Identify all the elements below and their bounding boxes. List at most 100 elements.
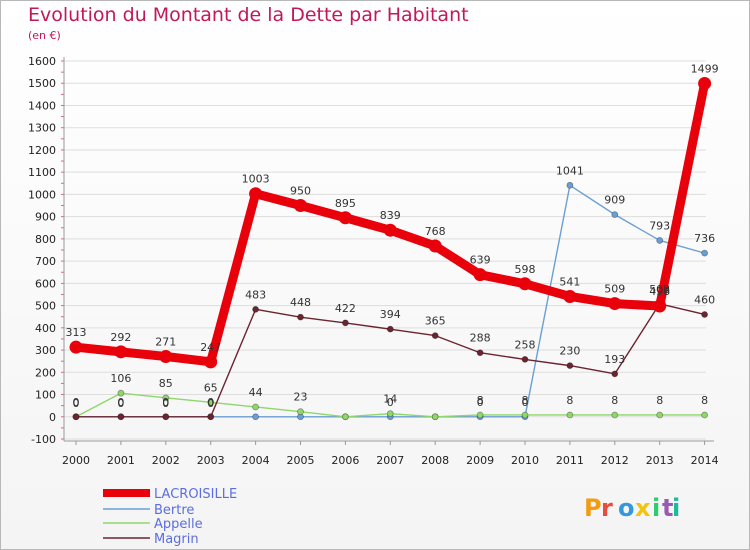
legend-label-magrin: Magrin: [154, 532, 199, 547]
data-label-appelle: 14: [383, 393, 397, 406]
data-point-lacroisille: [698, 76, 712, 90]
y-tick-label: 1200: [28, 144, 56, 157]
x-tick-label: 2013: [646, 454, 674, 467]
data-label-lacroisille: 950: [290, 185, 311, 198]
x-tick-label: 2005: [287, 454, 315, 467]
data-label-lacroisille: 498: [649, 285, 670, 298]
y-tick-label: 0: [49, 411, 56, 424]
y-tick-label: 300: [35, 344, 56, 357]
data-label-lacroisille: 598: [515, 263, 536, 276]
data-point-magrin: [297, 313, 304, 321]
data-label-bertre: 1041: [556, 164, 584, 177]
data-point-magrin: [162, 413, 170, 421]
x-tick-label: 2011: [556, 454, 584, 467]
data-label-appelle: 8: [477, 394, 484, 407]
data-point-magrin: [476, 349, 484, 357]
data-point-lacroisille: [608, 297, 622, 311]
data-label-magrin: 422: [335, 302, 356, 315]
data-point-lacroisille: [653, 299, 667, 313]
data-point-appelle: [297, 408, 304, 416]
data-point-magrin: [386, 325, 394, 333]
y-tick-label: 900: [35, 211, 56, 224]
data-point-lacroisille: [204, 355, 218, 369]
x-tick-label: 2014: [691, 454, 719, 467]
data-point-appelle: [252, 403, 260, 411]
data-label-appelle: 8: [611, 394, 618, 407]
x-tick-label: 2000: [62, 454, 90, 467]
data-point-appelle: [431, 413, 439, 421]
data-label-appelle: 8: [656, 394, 663, 407]
data-point-bertre: [611, 211, 619, 219]
y-tick-label: 1300: [28, 122, 56, 135]
data-point-appelle: [207, 398, 215, 406]
data-point-bertre: [252, 413, 260, 421]
x-tick-label: 2008: [421, 454, 449, 467]
data-label-lacroisille: 895: [335, 197, 356, 210]
data-label-lacroisille: 541: [559, 275, 580, 288]
data-label-appelle: 44: [249, 386, 263, 399]
y-tick-label: 1400: [28, 99, 56, 112]
data-point-lacroisille: [518, 277, 532, 291]
x-tick-label: 2004: [242, 454, 270, 467]
logo-letter: r: [601, 494, 613, 522]
data-point-magrin: [701, 311, 708, 318]
x-tick-label: 2001: [107, 454, 135, 467]
data-point-bertre: [701, 249, 708, 257]
y-tick-label: 600: [35, 277, 56, 290]
data-label-appelle: 8: [701, 394, 708, 407]
data-label-magrin: 460: [694, 293, 715, 306]
data-point-magrin: [117, 413, 125, 421]
data-label-magrin: 193: [604, 353, 625, 366]
data-point-magrin: [252, 305, 260, 313]
y-tick-label: 700: [35, 255, 56, 268]
data-label-lacroisille: 839: [380, 209, 401, 222]
y-tick-label: 1600: [28, 55, 56, 68]
y-tick-label: 400: [35, 322, 56, 335]
logo-letter: i: [652, 494, 660, 522]
data-label-appelle: 8: [566, 394, 573, 407]
data-label-lacroisille: 768: [425, 225, 446, 238]
data-point-appelle: [117, 389, 125, 397]
chart-title: Evolution du Montant de la Dette par Hab…: [28, 4, 469, 26]
data-label-lacroisille: 639: [470, 254, 491, 267]
data-label-appelle: 8: [522, 394, 529, 407]
chart-unit: (en €): [28, 29, 61, 42]
data-label-magrin: 0: [117, 397, 124, 410]
data-point-lacroisille: [473, 268, 487, 282]
logo-letter: P: [584, 494, 602, 522]
data-label-bertre: 0: [207, 396, 214, 409]
data-point-bertre: [656, 237, 664, 244]
data-point-appelle: [341, 413, 349, 421]
y-tick-label: 800: [35, 233, 56, 246]
logo-letter: i: [672, 494, 680, 522]
data-point-lacroisille: [294, 199, 307, 213]
y-tick-label: 200: [35, 366, 56, 379]
data-point-lacroisille: [69, 340, 83, 354]
data-label-magrin: 483: [245, 288, 266, 301]
data-label-bertre: 0: [73, 396, 80, 409]
x-tick-label: 2003: [197, 454, 225, 467]
y-tick-label: 1500: [28, 77, 56, 90]
data-point-appelle: [611, 411, 619, 419]
data-point-magrin: [521, 355, 529, 363]
data-point-lacroisille: [428, 239, 442, 253]
data-point-magrin: [207, 413, 215, 421]
data-point-lacroisille: [338, 211, 352, 225]
data-label-bertre: 909: [604, 194, 625, 207]
y-tick-label: -100: [31, 433, 56, 446]
data-label-bertre: 0: [387, 396, 394, 409]
data-label-bertre: 736: [694, 232, 715, 245]
data-label-magrin: 365: [425, 315, 446, 328]
data-label-lacroisille: 313: [66, 326, 87, 339]
data-point-appelle: [476, 411, 484, 419]
y-tick-label: 1100: [28, 166, 56, 179]
y-tick-label: 100: [35, 389, 56, 402]
data-point-magrin: [341, 319, 349, 327]
data-point-magrin: [72, 413, 80, 421]
x-tick-label: 2010: [511, 454, 539, 467]
data-point-appelle: [566, 411, 574, 419]
x-tick-label: 2002: [152, 454, 180, 467]
data-label-bertre: 793: [649, 219, 670, 232]
